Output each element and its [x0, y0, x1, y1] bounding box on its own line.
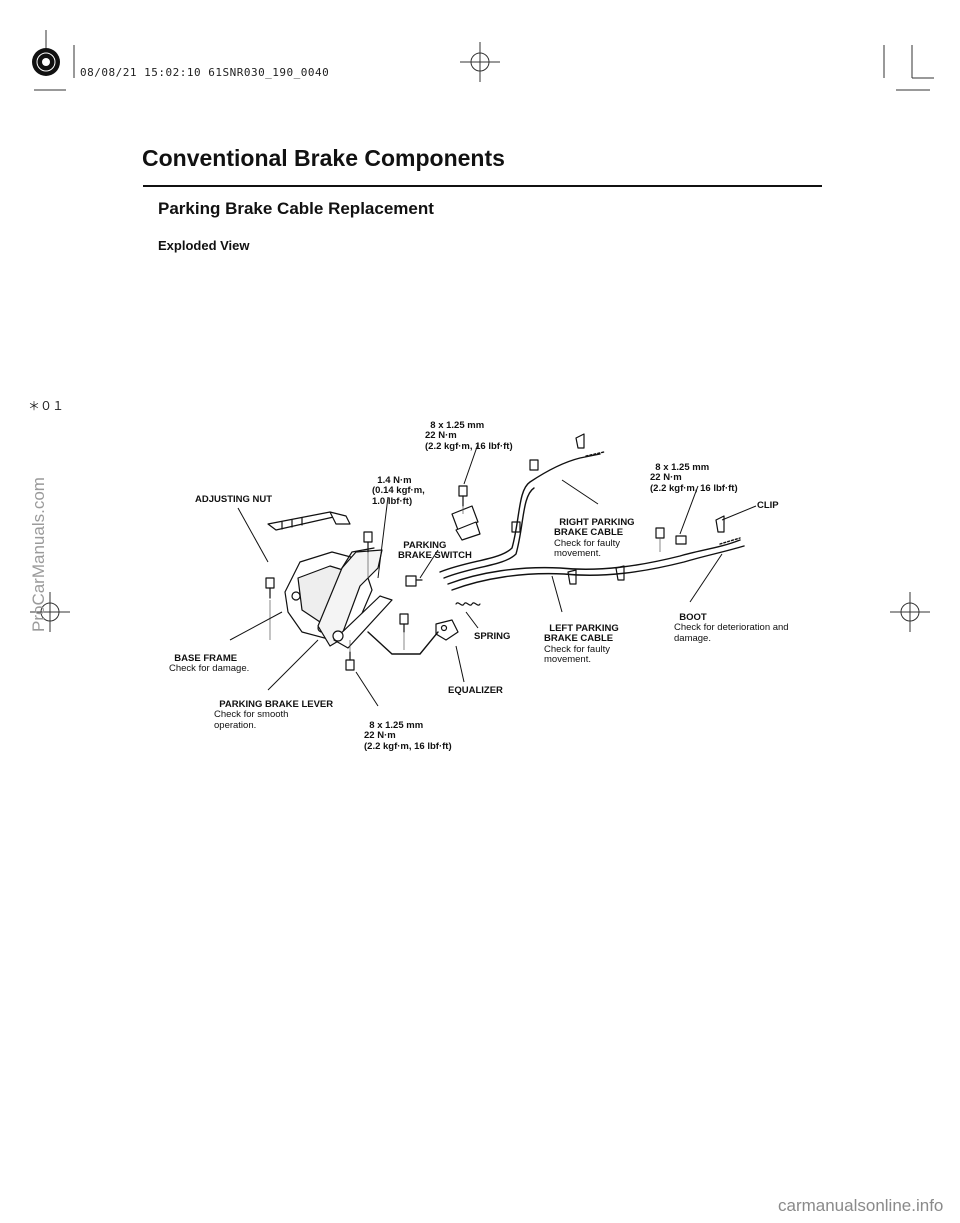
bolt-icon-5	[458, 485, 468, 507]
clip-icon-2	[715, 515, 725, 533]
label-equalizer: EQUALIZER	[448, 685, 503, 696]
label-bolt-right: 8 x 1.25 mm 22 N·m (2.2 kgf·m, 16 lbf·ft)	[650, 461, 738, 494]
bolt-icon-7	[529, 459, 539, 471]
left-brake-cable-outer	[451, 545, 745, 591]
label-right-parking-brake-cable: RIGHT PARKING BRAKE CABLE Check for faulty…	[554, 516, 635, 559]
bolt-icon-9	[675, 535, 687, 545]
label-spring: SPRING	[474, 631, 511, 642]
bolt-icon-2	[363, 531, 373, 553]
clip-icon-3	[567, 569, 577, 585]
label-bolt-top: 8 x 1.25 mm 22 N·m (2.2 kgf·m, 16 lbf·ft)	[425, 419, 513, 452]
right-brake-cable	[439, 453, 601, 573]
label-parking-brake-switch: PARKING BRAKE SWITCH	[398, 539, 472, 561]
section-title: Parking Brake Cable Replacement	[158, 199, 434, 218]
clip-icon-1	[575, 433, 585, 449]
crosshair-right-icon	[890, 592, 930, 632]
parking-brake-lever-icon	[317, 547, 393, 649]
bolt-icon-4	[399, 613, 409, 633]
label-parking-brake-lever: PARKING BRAKE LEVER Check for smooth opera…	[214, 698, 334, 731]
footer-watermark: carmanualsonline.info	[778, 1196, 944, 1215]
parking-brake-switch-icon	[405, 575, 423, 587]
bracket-icon	[451, 505, 481, 541]
crosshair-left-icon	[30, 592, 70, 632]
spring-icon	[455, 602, 481, 606]
label-base-frame: BASE FRAME Check for damage.	[169, 652, 250, 674]
equalizer-rod	[367, 631, 439, 655]
registration-target-icon	[32, 48, 60, 76]
crosshair-top-icon	[460, 42, 500, 82]
right-brake-cable-outer	[443, 487, 535, 579]
equalizer-icon	[435, 619, 459, 641]
label-switch-torque: 1.4 N·m (0.14 kgf·m, 1.0 lbf·ft)	[372, 474, 425, 507]
label-bolt-bottom: 8 x 1.25 mm 22 N·m (2.2 kgf·m, 16 lbf·ft)	[364, 719, 452, 752]
header-stamp: 08/08/21 15:02:10 61SNR030_190_0040	[80, 66, 330, 79]
label-clip: CLIP	[757, 500, 779, 511]
label-left-parking-brake-cable: LEFT PARKING BRAKE CABLE Check for faulty m…	[544, 622, 619, 665]
label-adjusting-nut: ADJUSTING NUT	[195, 494, 273, 505]
left-brake-cable	[447, 539, 741, 585]
bolt-icon-3	[345, 651, 355, 671]
bolt-icon-1	[265, 577, 275, 599]
page-mark: ＊０１	[28, 399, 65, 413]
subsection-title: Exploded View	[158, 238, 250, 253]
bolt-icon-8	[655, 527, 665, 539]
adjusting-rod-icon	[267, 511, 351, 531]
page-title: Conventional Brake Components	[142, 145, 505, 171]
label-boot: BOOT Check for deterioration and damage.	[674, 611, 789, 644]
